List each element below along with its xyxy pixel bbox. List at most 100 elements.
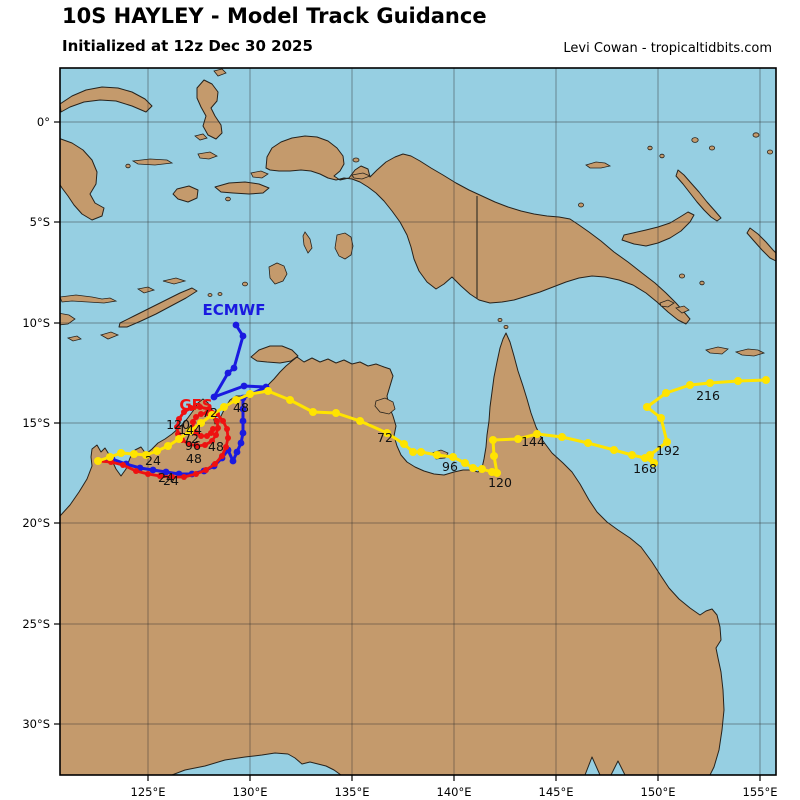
alor — [136, 286, 156, 294]
track-point-yellow — [558, 433, 566, 441]
torres-strait-islet — [497, 317, 503, 322]
track-point-yellow — [650, 459, 658, 467]
babar — [242, 281, 248, 287]
track-point-GFS — [193, 414, 199, 420]
lat-tick-label: 10°S — [22, 316, 50, 330]
small-islands — [125, 132, 774, 329]
tanimbar — [268, 262, 288, 285]
track-point-yellow — [417, 448, 425, 456]
track-point-yellow — [142, 451, 150, 459]
track-point-yellow — [286, 396, 294, 404]
new-ireland — [675, 169, 722, 222]
track-point-yellow — [309, 408, 317, 416]
track-point-yellow — [186, 427, 194, 435]
track-point-GFS — [176, 416, 182, 422]
track-point-GFS — [157, 473, 163, 479]
track-point-ECMWF — [230, 364, 238, 372]
track-point-GFS — [212, 461, 218, 467]
woodlark — [699, 280, 705, 286]
track-point-GFS — [181, 474, 187, 480]
forecast-hour-label: 216 — [696, 388, 720, 403]
wetar — [162, 277, 187, 285]
track-point-yellow — [657, 414, 665, 422]
islet — [647, 145, 653, 151]
forecast-hour-label: 120 — [488, 475, 512, 490]
islet — [767, 149, 774, 155]
track-point-yellow — [246, 390, 254, 398]
track-point-ECMWF — [229, 457, 237, 465]
track-point-yellow — [762, 376, 770, 384]
dentrecasteaux-1 — [659, 299, 675, 308]
yapen — [351, 172, 372, 180]
leti — [207, 293, 213, 297]
model-name-label-ECMWF: ECMWF — [203, 301, 266, 319]
track-point-yellow — [686, 381, 694, 389]
track-point-GFS — [224, 426, 230, 432]
track-point-yellow — [646, 451, 654, 459]
misool — [250, 170, 269, 179]
rote — [99, 331, 120, 340]
forecast-hour-label: 72 — [377, 430, 393, 445]
torres-strait-islet — [503, 324, 509, 329]
lat-tick-label: 25°S — [22, 617, 50, 631]
lon-tick-label: 125°E — [131, 785, 166, 799]
lon-tick-label: 135°E — [335, 785, 370, 799]
bacan — [194, 133, 208, 141]
track-point-ECMWF — [237, 439, 245, 447]
forecast-hour-label: 192 — [656, 443, 680, 458]
louisiade-2 — [734, 348, 766, 357]
track-point-GFS — [219, 453, 225, 459]
track-point-GFS — [181, 409, 187, 415]
seram — [214, 181, 270, 195]
track-point-yellow — [706, 379, 714, 387]
obi — [197, 151, 218, 160]
track-point-GFS — [194, 443, 200, 449]
track-point-yellow — [469, 464, 477, 472]
track-point-ECMWF — [232, 321, 240, 329]
forecast-hour-label: 120 — [166, 417, 190, 432]
aru-islands — [334, 232, 354, 260]
sumba-edge — [60, 312, 76, 326]
kei-islands — [302, 231, 313, 254]
model-tracks — [94, 321, 770, 480]
track-annotations: 2424244848487212014472967296120144168192… — [145, 301, 720, 490]
track-point-yellow — [584, 439, 592, 447]
track-point-yellow — [400, 440, 408, 448]
biak — [352, 157, 360, 163]
bougainville — [746, 227, 776, 262]
track-point-GFS — [193, 430, 199, 436]
track-point-yellow — [94, 457, 102, 465]
track-point-yellow — [663, 438, 671, 446]
track-point-ECMWF — [149, 466, 157, 474]
ambon — [225, 196, 231, 202]
trobriand — [679, 273, 686, 279]
track-point-ECMWF — [162, 468, 170, 476]
track-point-ECMWF — [239, 332, 247, 340]
lat-tick-label: 20°S — [22, 516, 50, 530]
tiwi-islands — [250, 345, 299, 364]
track-point-yellow — [478, 465, 486, 473]
track-point-yellow — [449, 453, 457, 461]
track-point-GFS — [225, 435, 231, 441]
track-point-ECMWF — [210, 393, 218, 401]
track-point-GFS — [186, 441, 192, 447]
islet — [691, 137, 699, 143]
track-point-yellow — [643, 403, 651, 411]
sawu — [66, 335, 82, 342]
track-point-GFS — [197, 404, 203, 410]
track-point-GFS — [209, 438, 215, 444]
track-point-GFS — [190, 419, 196, 425]
forecast-hour-label: 24 — [145, 453, 161, 468]
track-point-GFS — [133, 468, 139, 474]
track-point-yellow — [208, 411, 216, 419]
buru — [172, 185, 199, 203]
forecast-hour-label: 24 — [163, 473, 179, 488]
track-point-ECMWF — [233, 448, 241, 456]
forecast-hour-label: 48 — [208, 439, 224, 454]
track-point-yellow — [734, 377, 742, 385]
track-point-yellow — [264, 387, 272, 395]
sulawesi-body — [60, 138, 105, 221]
flores-chain — [60, 294, 118, 304]
track-point-yellow — [628, 451, 636, 459]
